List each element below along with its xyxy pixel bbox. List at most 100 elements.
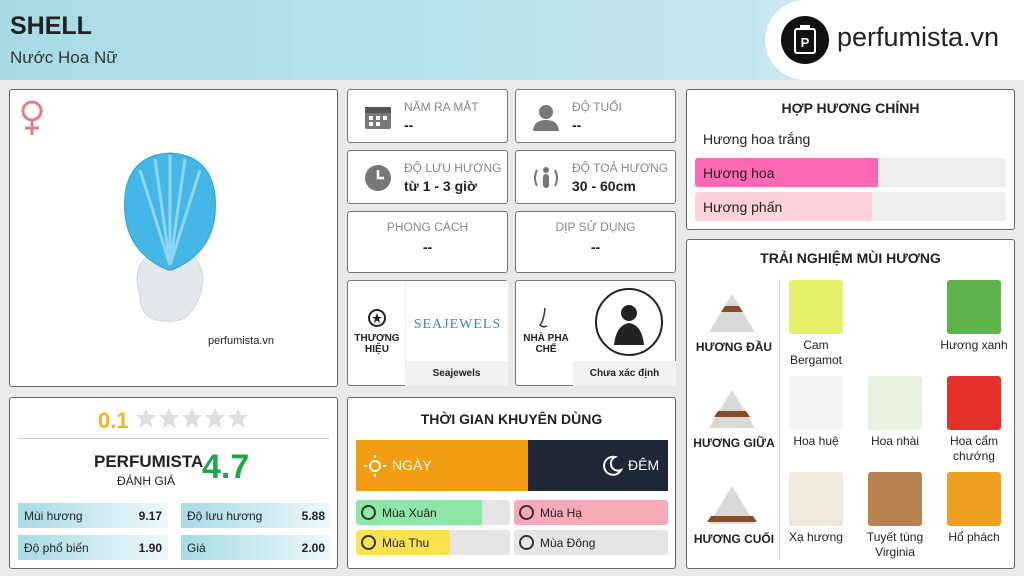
info-card: ĐỘ TOẢ HƯƠNG 30 - 60cm bbox=[515, 150, 676, 204]
divider bbox=[18, 438, 329, 439]
accord-bar bbox=[695, 192, 873, 221]
note-name: Hoa cẩm chướng bbox=[949, 434, 999, 463]
note-image bbox=[868, 376, 922, 430]
brand-name: Seajewels bbox=[405, 361, 508, 386]
note-image bbox=[868, 472, 922, 526]
score: 4.7 bbox=[202, 448, 250, 486]
info-label: DỊP SỬ DỤNG bbox=[555, 220, 636, 234]
note-image bbox=[947, 472, 1001, 526]
logo-text: perfumista.vn bbox=[837, 22, 1000, 52]
note-name: Cam Bergamot bbox=[789, 338, 843, 367]
metric-value: 2.00 bbox=[301, 541, 325, 555]
moon-icon bbox=[603, 455, 623, 476]
accord-bar bbox=[695, 124, 1006, 153]
notes-panel: TRẢI NGHIỆM MÙI HƯƠNG HƯƠNG ĐẦU Cam Berga… bbox=[686, 239, 1015, 569]
metric-name: Mùi hương bbox=[24, 509, 83, 523]
title: SHELL bbox=[10, 12, 92, 40]
accord-track: Hương hoa bbox=[695, 158, 1006, 187]
info-label: ĐỘ TOẢ HƯƠNG bbox=[572, 161, 669, 175]
season-track: Mùa Đông bbox=[514, 530, 668, 555]
note-image bbox=[947, 280, 1001, 334]
season-icon bbox=[519, 505, 534, 520]
brand-label: PERFUMISTA bbox=[94, 452, 204, 471]
info-card: PHONG CÁCH -- bbox=[347, 211, 508, 273]
metric-value: 1.90 bbox=[138, 541, 162, 555]
season-icon bbox=[519, 535, 534, 550]
metric-value: 5.88 bbox=[301, 509, 325, 523]
season-track: Mùa Thu bbox=[356, 530, 510, 555]
accord-name: Hương hoa bbox=[703, 165, 775, 181]
info-icon bbox=[533, 105, 559, 131]
perfume-bottle bbox=[124, 152, 216, 322]
info-card: ĐỘ TUỔI -- bbox=[515, 89, 676, 143]
note-name: Hương xanh bbox=[940, 338, 1008, 352]
info-icon bbox=[534, 167, 558, 188]
brand-card: THƯƠNG HIỆU SEAJEWELS Seajewels bbox=[347, 280, 508, 386]
accords-panel: HỢP HƯƠNG CHÍNH Hương hoa trắng Hương hoa… bbox=[686, 89, 1015, 230]
season-track: Mùa Hạ bbox=[514, 500, 668, 525]
info-value: -- bbox=[422, 239, 433, 255]
accord-track: Hương hoa trắng bbox=[695, 124, 1006, 153]
accords-title: HỢP HƯƠNG CHÍNH bbox=[781, 100, 920, 116]
note-name: Hoa nhài bbox=[870, 434, 920, 448]
season-name: Mùa Hạ bbox=[540, 506, 583, 520]
info-value: từ 1 - 3 giờ bbox=[404, 178, 477, 194]
brand-logo: SEAJEWELS bbox=[413, 317, 502, 332]
info-icon bbox=[365, 107, 391, 129]
watermark: perfumista.vn bbox=[208, 335, 275, 347]
season-bar bbox=[356, 500, 483, 525]
metric: Mùi hương 9.17 bbox=[18, 503, 168, 528]
tier-name: HƯƠNG GIỮA bbox=[693, 436, 775, 450]
info-value: -- bbox=[404, 117, 414, 133]
info-value: -- bbox=[572, 117, 582, 133]
accord-name: Hương phấn bbox=[703, 199, 783, 215]
brand-icon bbox=[368, 309, 386, 327]
note-name: Hổ phách bbox=[948, 530, 1000, 544]
brand-label: THƯƠNG HIỆU bbox=[354, 333, 400, 355]
note-image bbox=[789, 376, 843, 430]
subtitle: Nước Hoa Nữ bbox=[10, 48, 118, 67]
metric-name: Giá bbox=[187, 541, 206, 555]
pyramid-icon bbox=[709, 294, 755, 332]
metric-name: Độ lưu hương bbox=[187, 509, 263, 523]
info-card: NĂM RA MẮT -- bbox=[347, 89, 508, 143]
season-name: Mùa Đông bbox=[540, 536, 596, 550]
image-panel: perfumista.vn bbox=[9, 89, 338, 387]
perfumer-image bbox=[595, 288, 663, 356]
accord-bar bbox=[695, 158, 879, 187]
info-value: -- bbox=[590, 239, 601, 255]
metric: Giá 2.00 bbox=[181, 535, 331, 560]
info-value: 30 - 60cm bbox=[572, 178, 636, 194]
season-icon bbox=[361, 535, 376, 550]
header: SHELL Nước Hoa Nữ P perfumista.vn bbox=[0, 0, 1024, 80]
sun-icon bbox=[364, 455, 386, 477]
day-label: NGÀY bbox=[392, 457, 432, 473]
brand-logo-box: SEAJEWELS bbox=[405, 281, 508, 361]
day-night-track: NGÀY ĐÊM bbox=[356, 440, 668, 491]
time-panel: THỜI GIAN KHUYÊN DÙNG NGÀY ĐÊM Mùa Xuân M… bbox=[347, 397, 676, 569]
user-score: 0.1 bbox=[98, 408, 129, 433]
metric: Độ phổ biến 1.90 bbox=[18, 535, 168, 560]
nose-icon bbox=[538, 307, 548, 328]
notes-divider bbox=[779, 280, 780, 560]
time-title: THỜI GIAN KHUYÊN DÙNG bbox=[420, 411, 603, 427]
tier-name: HƯƠNG CUỐI bbox=[693, 532, 775, 546]
rating-panel: 0.1 PERFUMISTA ĐÁNH GIÁ 4.7 Mùi hương 9.1… bbox=[9, 397, 338, 569]
perfumer-card: NHÀ PHA CHẾ Chưa xác định bbox=[515, 280, 676, 386]
info-label: NĂM RA MẮT bbox=[404, 100, 479, 114]
info-card: ĐỘ LƯU HƯƠNG từ 1 - 3 giờ bbox=[347, 150, 508, 204]
night-label: ĐÊM bbox=[628, 457, 660, 473]
pyramid-icon bbox=[707, 486, 757, 524]
tier-name: HƯƠNG ĐẦU bbox=[695, 340, 773, 354]
accord-name: Hương hoa trắng bbox=[703, 131, 811, 147]
season-name: Mùa Thu bbox=[382, 536, 430, 550]
perfumer-label: NHÀ PHA CHẾ bbox=[523, 333, 569, 355]
info-icon bbox=[365, 165, 391, 191]
note-image bbox=[789, 280, 843, 334]
season-name: Mùa Xuân bbox=[382, 506, 437, 520]
pyramid-icon bbox=[709, 390, 755, 428]
perfumer-name: Chưa xác định bbox=[573, 361, 676, 386]
metric: Độ lưu hương 5.88 bbox=[181, 503, 331, 528]
female-icon bbox=[21, 100, 43, 135]
